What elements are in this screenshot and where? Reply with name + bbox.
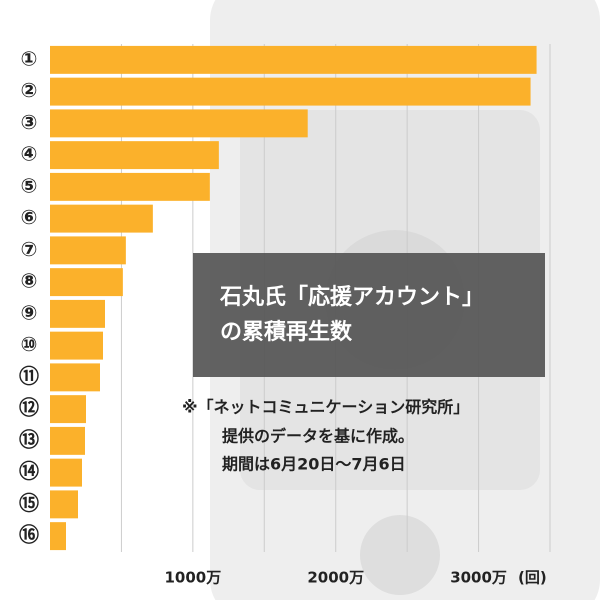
bar (50, 204, 153, 233)
bar (50, 141, 219, 170)
y-tick-label: ⑩ (21, 332, 38, 356)
x-unit: (回) (518, 569, 547, 587)
bar (50, 395, 86, 424)
bar (50, 109, 308, 138)
title-box (193, 253, 545, 377)
bar (50, 426, 85, 455)
y-tick-label: ① (21, 46, 38, 70)
y-tick-label: ⑫ (19, 396, 39, 420)
bars (50, 45, 537, 551)
y-tick-label: ⑥ (21, 205, 38, 229)
y-tick-label: ⑬ (19, 427, 39, 451)
bar (50, 490, 78, 519)
bar (50, 299, 105, 328)
bar (50, 236, 126, 265)
y-tick-label: ④ (21, 142, 38, 166)
chart-title: の累積再生数 (220, 319, 353, 345)
y-tick-label: ⑭ (19, 459, 39, 483)
x-tick-label: 2000万 (307, 569, 364, 587)
bar (50, 45, 537, 74)
x-tick-label: 1000万 (164, 569, 221, 587)
note: ※「ネットコミュニケーション研究所」 (182, 398, 469, 417)
bar (50, 363, 100, 392)
y-tick-label: ⑤ (21, 173, 38, 197)
chart-title: 石丸氏「応援アカウント」 (219, 284, 484, 310)
y-tick-label: ⑮ (19, 491, 39, 515)
note: 提供のデータを基に作成。 (222, 427, 414, 446)
bar (50, 77, 531, 106)
decor-button (360, 515, 440, 595)
y-tick-label: ② (21, 78, 38, 102)
note: 期間は6月20日～7月6日 (222, 455, 406, 474)
y-tick-label: ⑯ (19, 523, 39, 547)
bar (50, 522, 66, 551)
bar (50, 458, 82, 487)
x-tick-label: 3000万 (450, 569, 507, 587)
y-tick-label: ⑪ (19, 364, 39, 388)
y-tick-label: ⑨ (21, 300, 38, 324)
bar (50, 331, 103, 360)
y-tick-label: ③ (21, 110, 38, 134)
bar (50, 172, 210, 201)
bar (50, 268, 123, 297)
y-tick-label: ⑧ (21, 269, 38, 293)
y-tick-label: ⑦ (21, 237, 38, 261)
